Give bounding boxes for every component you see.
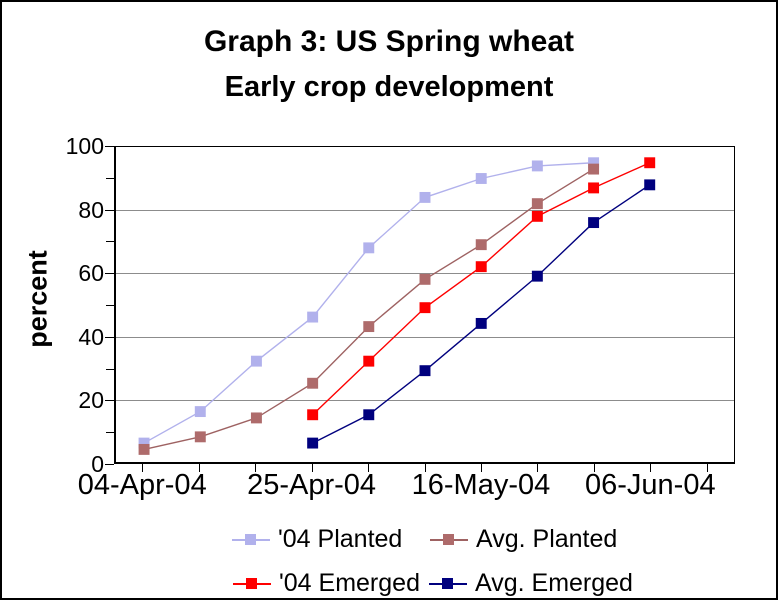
legend-entry-04-planted: '04 Planted xyxy=(232,525,402,553)
y-tick-label-0: 0 xyxy=(91,451,104,477)
y-axis-tick xyxy=(105,273,114,275)
y-axis-minor-tick xyxy=(106,177,114,179)
y-axis-tick xyxy=(105,209,114,211)
x-axis-tick xyxy=(537,464,539,472)
data-point-avg-emerged-30-May-04 xyxy=(588,217,600,229)
data-point-avg-planted-09-May-04 xyxy=(419,273,431,285)
data-point-04-planted-25-Apr-04 xyxy=(307,311,319,323)
y-tick-label-80: 80 xyxy=(78,196,104,223)
legend-label: '04 Planted xyxy=(278,524,403,553)
series-line-04-emerged xyxy=(312,162,650,416)
x-axis-tick xyxy=(368,464,370,472)
series-line-avg-planted xyxy=(143,168,594,451)
x-axis-tick xyxy=(593,464,595,472)
x-axis-tick xyxy=(198,464,200,472)
data-point-avg-emerged-09-May-04 xyxy=(419,365,431,377)
square-marker-icon xyxy=(442,577,453,589)
gridline-40 xyxy=(116,336,734,338)
data-point-avg-planted-23-May-04 xyxy=(531,198,543,210)
legend-label: Avg. Emerged xyxy=(475,568,633,597)
data-point-avg-planted-11-Apr-04 xyxy=(194,431,206,443)
data-point-04-planted-30-May-04 xyxy=(588,157,600,169)
data-point-avg-emerged-25-Apr-04 xyxy=(307,437,319,449)
series-line-avg-emerged xyxy=(312,184,651,444)
square-marker-icon xyxy=(443,533,454,545)
data-point-avg-emerged-06-Jun-04 xyxy=(644,179,656,191)
y-axis-tick xyxy=(105,146,114,147)
data-point-04-planted-09-May-04 xyxy=(419,191,431,203)
x-tick-label-25-apr-04: 25-Apr-04 xyxy=(247,469,377,501)
y-axis-tick xyxy=(105,464,114,465)
data-point-04-emerged-09-May-04 xyxy=(419,302,431,314)
data-point-avg-planted-04-Apr-04 xyxy=(138,443,150,455)
legend-entry-avg-emerged: Avg. Emerged xyxy=(429,569,633,597)
data-point-04-emerged-25-Apr-04 xyxy=(307,409,319,421)
legend-marker-avg-planted xyxy=(430,533,468,545)
y-axis-minor-tick xyxy=(106,241,114,243)
data-point-avg-emerged-02-May-04 xyxy=(363,409,375,421)
y-tick-label-100: 100 xyxy=(65,133,104,159)
y-axis-minor-tick xyxy=(106,368,114,370)
series-line-04-planted xyxy=(143,162,594,444)
y-axis-tick xyxy=(105,400,114,402)
plot-area xyxy=(114,146,735,464)
y-tick-label-60: 60 xyxy=(78,260,104,287)
y-axis-minor-tick xyxy=(106,432,114,434)
y-tick-label-40: 40 xyxy=(78,323,104,350)
y-axis-minor-tick xyxy=(106,305,114,306)
legend-entry-04-emerged: '04 Emerged xyxy=(233,569,420,597)
data-point-avg-planted-25-Apr-04 xyxy=(307,377,319,389)
x-axis-tick xyxy=(311,464,313,472)
chart-title: Graph 3: US Spring wheat xyxy=(203,25,575,58)
square-marker-icon xyxy=(245,533,256,545)
square-marker-icon xyxy=(246,577,257,589)
data-point-avg-emerged-16-May-04 xyxy=(475,317,487,329)
data-point-04-emerged-23-May-04 xyxy=(531,210,543,222)
x-axis-tick xyxy=(650,464,652,472)
data-point-04-planted-11-Apr-04 xyxy=(194,406,206,418)
legend-marker-04-planted xyxy=(232,533,270,545)
data-point-04-emerged-16-May-04 xyxy=(475,261,487,273)
y-tick-label-20: 20 xyxy=(78,387,104,414)
x-axis-tick xyxy=(706,464,708,472)
gridline-60 xyxy=(116,273,734,275)
legend-label: '04 Emerged xyxy=(279,568,420,597)
series-plot xyxy=(138,157,656,455)
x-axis-tick xyxy=(480,464,482,472)
data-point-avg-planted-18-Apr-04 xyxy=(250,412,262,424)
data-point-04-planted-16-May-04 xyxy=(475,173,487,184)
x-tick-label-04-apr-04: 04-Apr-04 xyxy=(77,469,207,501)
data-point-04-emerged-06-Jun-04 xyxy=(644,157,656,169)
x-axis-tick xyxy=(142,464,144,472)
legend-entry-avg-planted: Avg. Planted xyxy=(430,525,617,553)
data-point-04-emerged-30-May-04 xyxy=(588,182,600,194)
data-point-04-planted-04-Apr-04 xyxy=(138,437,150,449)
gridline-20 xyxy=(116,400,734,402)
legend-marker-04-emerged xyxy=(233,577,271,589)
chart-subtitle: Early crop development xyxy=(224,71,554,103)
data-point-04-emerged-02-May-04 xyxy=(363,355,375,367)
data-point-avg-emerged-23-May-04 xyxy=(531,270,543,282)
data-point-04-planted-23-May-04 xyxy=(531,160,543,172)
x-tick-label-16-may-04: 16-May-04 xyxy=(411,469,551,501)
legend-marker-avg-emerged xyxy=(429,577,467,589)
legend-label: Avg. Planted xyxy=(476,524,618,553)
data-point-avg-planted-02-May-04 xyxy=(363,321,375,333)
x-axis-tick xyxy=(424,464,426,472)
y-axis-tick xyxy=(105,336,114,338)
data-point-avg-planted-30-May-04 xyxy=(588,163,600,175)
data-point-04-planted-18-Apr-04 xyxy=(250,355,262,367)
x-axis-tick xyxy=(255,464,257,472)
gridline-80 xyxy=(116,209,734,211)
data-point-04-planted-02-May-04 xyxy=(363,242,375,254)
data-point-avg-planted-16-May-04 xyxy=(475,239,487,251)
x-tick-label-06-jun-04: 06-Jun-04 xyxy=(585,469,716,501)
